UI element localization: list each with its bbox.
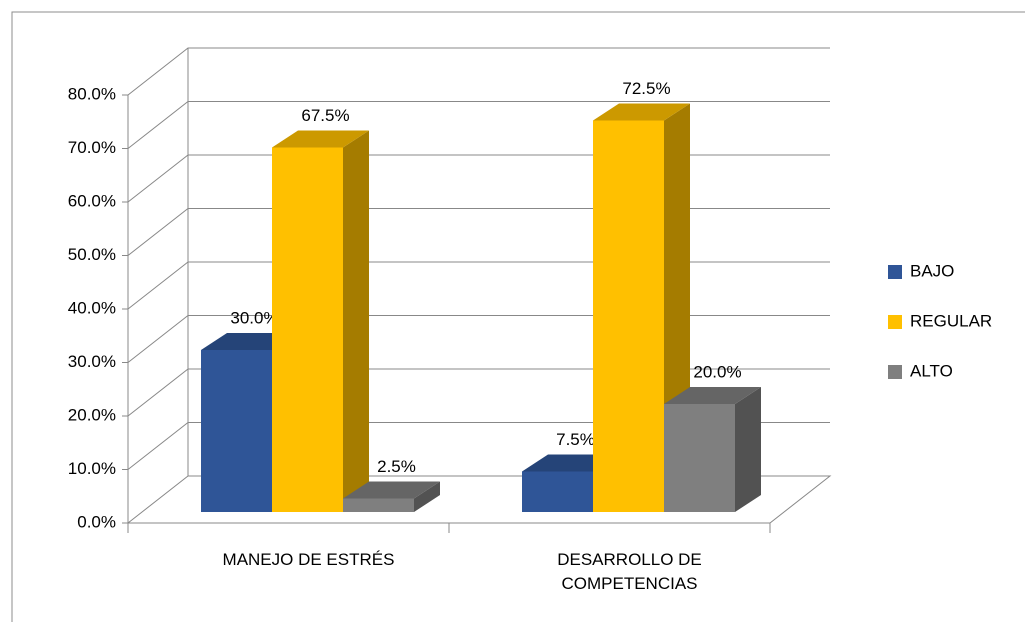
legend-swatch bbox=[888, 315, 902, 329]
grid-line bbox=[127, 261, 830, 310]
y-tick-label: 50.0% bbox=[68, 245, 116, 264]
bar-top bbox=[343, 481, 440, 499]
legend-swatch bbox=[888, 265, 902, 279]
y-tick-label: 80.0% bbox=[68, 84, 116, 103]
bar bbox=[522, 471, 593, 512]
legend-label: ALTO bbox=[910, 361, 953, 380]
value-label: 20.0% bbox=[693, 362, 741, 381]
bar bbox=[593, 120, 664, 512]
legend-label: REGULAR bbox=[910, 311, 992, 330]
grid-line bbox=[127, 101, 830, 149]
x-tick-label: DESARROLLO DE COMPETENCIAS bbox=[557, 550, 702, 593]
value-label: 72.5% bbox=[622, 79, 670, 98]
bar-top bbox=[593, 103, 690, 121]
grid-line bbox=[127, 208, 830, 256]
legend-label: BAJO bbox=[910, 261, 954, 280]
y-tick-label: 40.0% bbox=[68, 298, 116, 317]
value-label: 30.0% bbox=[230, 308, 278, 327]
bar bbox=[272, 147, 343, 512]
y-tick-label: 20.0% bbox=[68, 405, 116, 424]
bar bbox=[664, 404, 735, 512]
bar-top bbox=[664, 387, 761, 404]
grid-line bbox=[127, 47, 830, 96]
x-tick-label: MANEJO DE ESTRÉS bbox=[222, 550, 395, 569]
bar-side bbox=[343, 130, 369, 512]
y-tick-label: 0.0% bbox=[77, 512, 116, 531]
y-tick-label: 70.0% bbox=[68, 138, 116, 157]
y-tick-label: 30.0% bbox=[68, 352, 116, 371]
bar bbox=[201, 350, 272, 512]
bar-top bbox=[272, 130, 369, 148]
grid-line bbox=[127, 154, 830, 203]
y-tick-label: 10.0% bbox=[68, 459, 116, 478]
value-label: 67.5% bbox=[301, 106, 349, 125]
bar-side bbox=[414, 481, 440, 512]
value-label: 7.5% bbox=[556, 430, 595, 449]
bar-side bbox=[735, 387, 761, 512]
legend-swatch bbox=[888, 365, 902, 379]
bar bbox=[343, 498, 414, 512]
frame bbox=[11, 11, 1025, 622]
y-tick-label: 60.0% bbox=[68, 191, 116, 210]
value-label: 2.5% bbox=[377, 457, 416, 476]
